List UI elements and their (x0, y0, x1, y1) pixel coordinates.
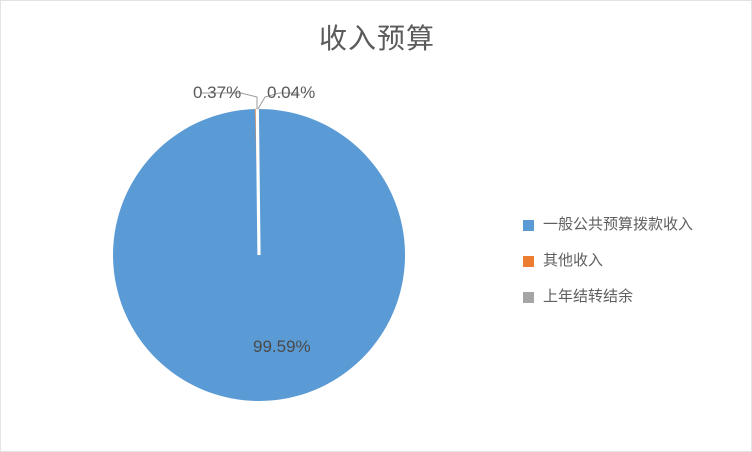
data-label-other: 0.37% (193, 83, 242, 102)
legend-label-other: 其他收入 (543, 252, 604, 269)
leader-line-carryover (257, 92, 299, 110)
legend-swatch-blue-icon (523, 219, 534, 231)
data-label-general: 99.59% (253, 337, 311, 356)
legend-label-carryover: 上年结转结余 (543, 288, 634, 305)
chart-title: 收入预算 (318, 23, 435, 54)
legend-item-carryover[interactable]: 上年结转结余 (523, 279, 735, 315)
pie-slice-gap (255, 108, 261, 256)
pie-svg (113, 92, 406, 401)
legend-swatch-gray-icon (523, 291, 534, 303)
pie-plot-area (113, 92, 406, 401)
legend-label-general: 一般公共预算拨款收入 (543, 216, 694, 233)
legend-item-other[interactable]: 其他收入 (523, 243, 735, 279)
chart-legend: 一般公共预算拨款收入 其他收入 上年结转结余 (523, 207, 735, 315)
leader-lines (201, 92, 299, 110)
leader-line-other (201, 92, 258, 109)
legend-swatch-orange-icon (523, 255, 534, 267)
legend-item-general[interactable]: 一般公共预算拨款收入 (523, 207, 735, 243)
data-label-carryover: 0.04% (267, 83, 316, 102)
